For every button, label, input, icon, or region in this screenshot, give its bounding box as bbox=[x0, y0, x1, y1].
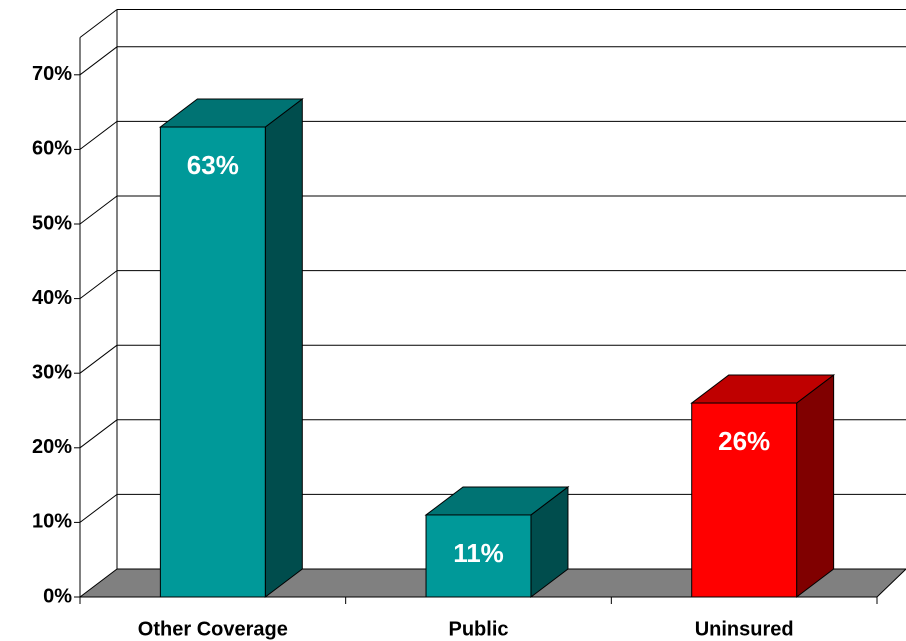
bar bbox=[159, 126, 266, 598]
x-tick-label: Uninsured bbox=[695, 618, 794, 640]
value-label: 11% bbox=[453, 538, 504, 568]
grid-line-side bbox=[79, 494, 118, 523]
grid-line-side bbox=[79, 195, 118, 225]
value-label: 63% bbox=[187, 150, 239, 180]
bar-side bbox=[796, 374, 835, 599]
grid-line-side bbox=[79, 419, 118, 449]
y-tick-label: 40% bbox=[32, 287, 72, 309]
side-wall-top bbox=[79, 9, 118, 38]
bar bbox=[691, 402, 798, 598]
y-tick-label: 50% bbox=[32, 212, 72, 234]
value-label: 26% bbox=[718, 426, 770, 456]
x-tick-label: Other Coverage bbox=[138, 618, 288, 640]
grid-line-side bbox=[79, 46, 118, 76]
bar bbox=[425, 514, 532, 598]
bar-side bbox=[264, 98, 303, 599]
y-tick-label: 30% bbox=[32, 361, 72, 383]
y-tick-label: 60% bbox=[32, 138, 72, 160]
grid-line-side bbox=[79, 270, 118, 299]
y-tick-label: 70% bbox=[32, 63, 72, 85]
y-tick-label: 10% bbox=[32, 511, 72, 533]
y-tick-label: 20% bbox=[32, 436, 72, 458]
grid-line-side bbox=[79, 121, 118, 150]
x-tick-label: Public bbox=[448, 618, 508, 640]
y-tick-label: 0% bbox=[43, 585, 72, 607]
grid-line-side bbox=[79, 344, 118, 374]
